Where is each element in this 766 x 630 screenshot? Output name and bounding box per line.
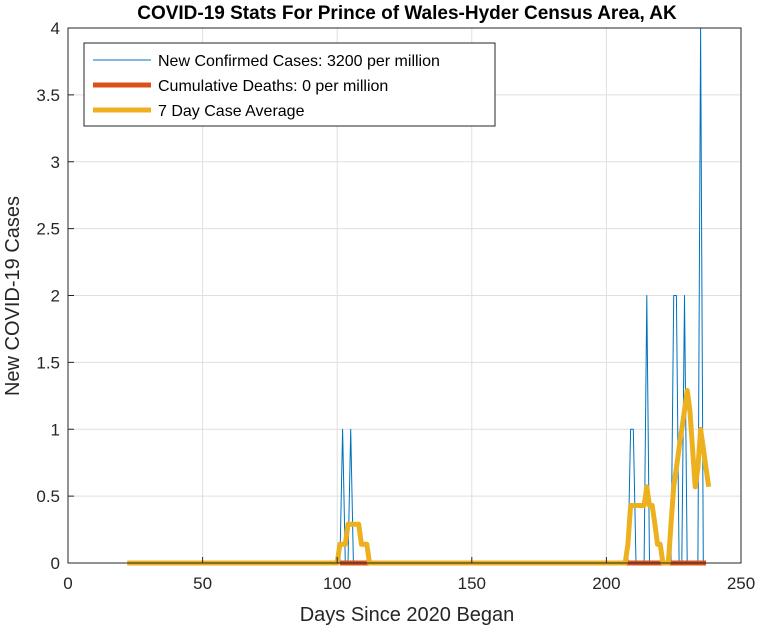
y-tick-label: 2 <box>51 287 60 306</box>
y-axis-label: New COVID-19 Cases <box>2 196 24 396</box>
legend-label-new-cases: New Confirmed Cases: 3200 per million <box>158 53 440 70</box>
x-tick-label: 200 <box>592 574 620 593</box>
y-tick-label: 4 <box>51 19 60 38</box>
y-tick-label: 3.5 <box>36 86 60 105</box>
tick-layer: 0 50 100 150 200 250 0 0.5 1 1.5 2 2.5 3 3.5 4 <box>36 19 755 593</box>
y-tick-label: 3 <box>51 153 60 172</box>
legend-label-7-day-avg: 7 Day Case Average <box>158 103 305 120</box>
y-tick-label: 1.5 <box>36 353 60 372</box>
legend: New Confirmed Cases: 3200 per million Cu… <box>83 42 496 127</box>
series-7-day-average-line <box>127 388 712 566</box>
legend-box <box>83 42 496 127</box>
legend-label-deaths: Cumulative Deaths: 0 per million <box>158 78 388 95</box>
y-tick-label: 0.5 <box>36 487 60 506</box>
x-tick-label: 250 <box>727 574 755 593</box>
y-tick-label: 2.5 <box>36 220 60 239</box>
x-tick-label: 100 <box>323 574 351 593</box>
x-tick-label: 0 <box>63 574 72 593</box>
y-tick-label: 1 <box>51 420 60 439</box>
x-axis-label: Days Since 2020 Began <box>300 604 515 626</box>
x-tick-label: 50 <box>193 574 212 593</box>
x-tick-label: 150 <box>458 574 486 593</box>
y-tick-label: 0 <box>51 554 60 573</box>
chart-title: COVID-19 Stats For Prince of Wales-Hyder… <box>137 3 677 24</box>
